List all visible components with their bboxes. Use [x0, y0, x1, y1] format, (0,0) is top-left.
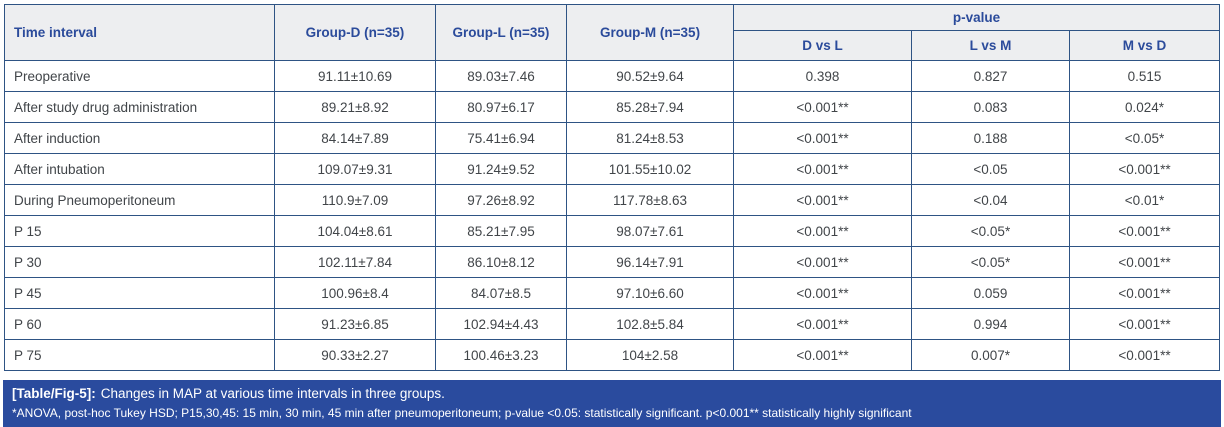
cell-p-d-vs-l: <0.001**: [733, 184, 912, 216]
cell-group-m: 96.14±7.91: [566, 246, 734, 278]
cell-group-m: 101.55±10.02: [566, 153, 734, 185]
cell-group-d: 90.33±2.27: [274, 339, 436, 371]
cell-group-m: 117.78±8.63: [566, 184, 734, 216]
cell-group-m: 102.8±5.84: [566, 308, 734, 340]
row-label: After study drug administration: [4, 91, 275, 123]
caption-footnote: *ANOVA, post-hoc Tukey HSD; P15,30,45: 1…: [12, 406, 912, 420]
row-label: P 30: [4, 246, 275, 278]
header-row-sub: D vs L L vs M M vs D: [5, 30, 1221, 61]
row-label: P 15: [4, 215, 275, 247]
cell-p-m-vs-d: <0.001**: [1068, 246, 1221, 278]
cell-p-m-vs-d: <0.05*: [1068, 122, 1221, 154]
cell-group-l: 102.94±4.43: [435, 308, 567, 340]
cell-group-d: 110.9±7.09: [274, 184, 436, 216]
row-label: Preoperative: [4, 60, 275, 92]
cell-p-m-vs-d: <0.001**: [1068, 308, 1221, 340]
table-caption-bar: [Table/Fig-5]: Changes in MAP at various …: [3, 380, 1221, 427]
col-header-group-m: Group-M (n=35): [566, 4, 734, 61]
cell-group-l: 97.26±8.92: [435, 184, 567, 216]
cell-group-m: 85.28±7.94: [566, 91, 734, 123]
cell-p-m-vs-d: 0.515: [1068, 60, 1221, 92]
table-row: P 30 102.11±7.84 86.10±8.12 96.14±7.91 <…: [4, 246, 1221, 278]
cell-p-d-vs-l: <0.001**: [733, 308, 912, 340]
caption-title: Changes in MAP at various time intervals…: [100, 386, 445, 401]
cell-p-l-vs-m: <0.05: [911, 153, 1070, 185]
cell-group-d: 91.11±10.69: [274, 60, 436, 92]
cell-p-m-vs-d: <0.001**: [1068, 277, 1221, 309]
cell-group-l: 80.97±6.17: [435, 91, 567, 123]
cell-p-l-vs-m: <0.04: [911, 184, 1070, 216]
table-row: Preoperative 91.11±10.69 89.03±7.46 90.5…: [4, 60, 1221, 92]
table-row: P 60 91.23±6.85 102.94±4.43 102.8±5.84 <…: [4, 308, 1221, 340]
cell-group-d: 91.23±6.85: [274, 308, 436, 340]
header-row-top: Time interval Group-D (n=35) Group-L (n=…: [4, 4, 1221, 61]
row-label: P 45: [4, 277, 275, 309]
cell-p-d-vs-l: <0.001**: [733, 122, 912, 154]
table-row: During Pneumoperitoneum 110.9±7.09 97.26…: [4, 184, 1221, 216]
cell-group-l: 75.41±6.94: [435, 122, 567, 154]
cell-group-m: 81.24±8.53: [566, 122, 734, 154]
cell-group-l: 86.10±8.12: [435, 246, 567, 278]
row-label: After intubation: [4, 153, 275, 185]
col-header-d-vs-l: D vs L: [733, 30, 912, 61]
cell-p-m-vs-d: <0.001**: [1068, 215, 1221, 247]
cell-group-d: 100.96±8.4: [274, 277, 436, 309]
cell-p-l-vs-m: 0.827: [911, 60, 1070, 92]
cell-group-m: 97.10±6.60: [566, 277, 734, 309]
caption-line: [Table/Fig-5]: Changes in MAP at various …: [12, 384, 1212, 403]
col-header-group-d: Group-D (n=35): [274, 4, 436, 61]
cell-p-d-vs-l: <0.001**: [733, 91, 912, 123]
cell-group-d: 102.11±7.84: [274, 246, 436, 278]
cell-group-m: 98.07±7.61: [566, 215, 734, 247]
cell-p-m-vs-d: <0.001**: [1068, 339, 1221, 371]
table-row: After induction 84.14±7.89 75.41±6.94 81…: [4, 122, 1221, 154]
cell-p-m-vs-d: 0.024*: [1068, 91, 1221, 123]
cell-group-d: 104.04±8.61: [274, 215, 436, 247]
cell-p-l-vs-m: 0.994: [911, 308, 1070, 340]
cell-group-d: 89.21±8.92: [274, 91, 436, 123]
cell-p-l-vs-m: <0.05*: [911, 246, 1070, 278]
cell-group-m: 104±2.58: [566, 339, 734, 371]
cell-group-d: 109.07±9.31: [274, 153, 436, 185]
row-label: During Pneumoperitoneum: [4, 184, 275, 216]
cell-p-d-vs-l: <0.001**: [733, 339, 912, 371]
caption-tag: [Table/Fig-5]:: [12, 386, 96, 401]
cell-group-l: 85.21±7.95: [435, 215, 567, 247]
col-header-l-vs-m: L vs M: [911, 30, 1070, 61]
map-table: Time interval Group-D (n=35) Group-L (n=…: [4, 4, 1221, 371]
cell-group-d: 84.14±7.89: [274, 122, 436, 154]
cell-p-d-vs-l: <0.001**: [733, 215, 912, 247]
cell-group-l: 100.46±3.23: [435, 339, 567, 371]
row-label: After induction: [4, 122, 275, 154]
col-header-m-vs-d: M vs D: [1068, 30, 1221, 61]
cell-group-m: 90.52±9.64: [566, 60, 734, 92]
table-row: P 15 104.04±8.61 85.21±7.95 98.07±7.61 <…: [4, 215, 1221, 247]
table-row: P 75 90.33±2.27 100.46±3.23 104±2.58 <0.…: [4, 339, 1221, 371]
table-row: After study drug administration 89.21±8.…: [4, 91, 1221, 123]
table-row: After intubation 109.07±9.31 91.24±9.52 …: [4, 153, 1221, 185]
table-row: P 45 100.96±8.4 84.07±8.5 97.10±6.60 <0.…: [4, 277, 1221, 309]
row-label: P 60: [4, 308, 275, 340]
cell-p-l-vs-m: 0.083: [911, 91, 1070, 123]
col-header-group-l: Group-L (n=35): [435, 4, 567, 61]
cell-p-l-vs-m: 0.188: [911, 122, 1070, 154]
cell-p-d-vs-l: <0.001**: [733, 153, 912, 185]
cell-group-l: 91.24±9.52: [435, 153, 567, 185]
cell-group-l: 84.07±8.5: [435, 277, 567, 309]
cell-p-d-vs-l: <0.001**: [733, 246, 912, 278]
cell-group-l: 89.03±7.46: [435, 60, 567, 92]
cell-p-d-vs-l: <0.001**: [733, 277, 912, 309]
cell-p-l-vs-m: 0.007*: [911, 339, 1070, 371]
cell-p-l-vs-m: 0.059: [911, 277, 1070, 309]
row-label: P 75: [4, 339, 275, 371]
cell-p-l-vs-m: <0.05*: [911, 215, 1070, 247]
col-header-p-value: p-value: [732, 4, 1221, 31]
cell-p-d-vs-l: 0.398: [733, 60, 912, 92]
col-header-time-interval: Time interval: [4, 4, 275, 61]
cell-p-m-vs-d: <0.001**: [1068, 153, 1221, 185]
cell-p-m-vs-d: <0.01*: [1068, 184, 1221, 216]
